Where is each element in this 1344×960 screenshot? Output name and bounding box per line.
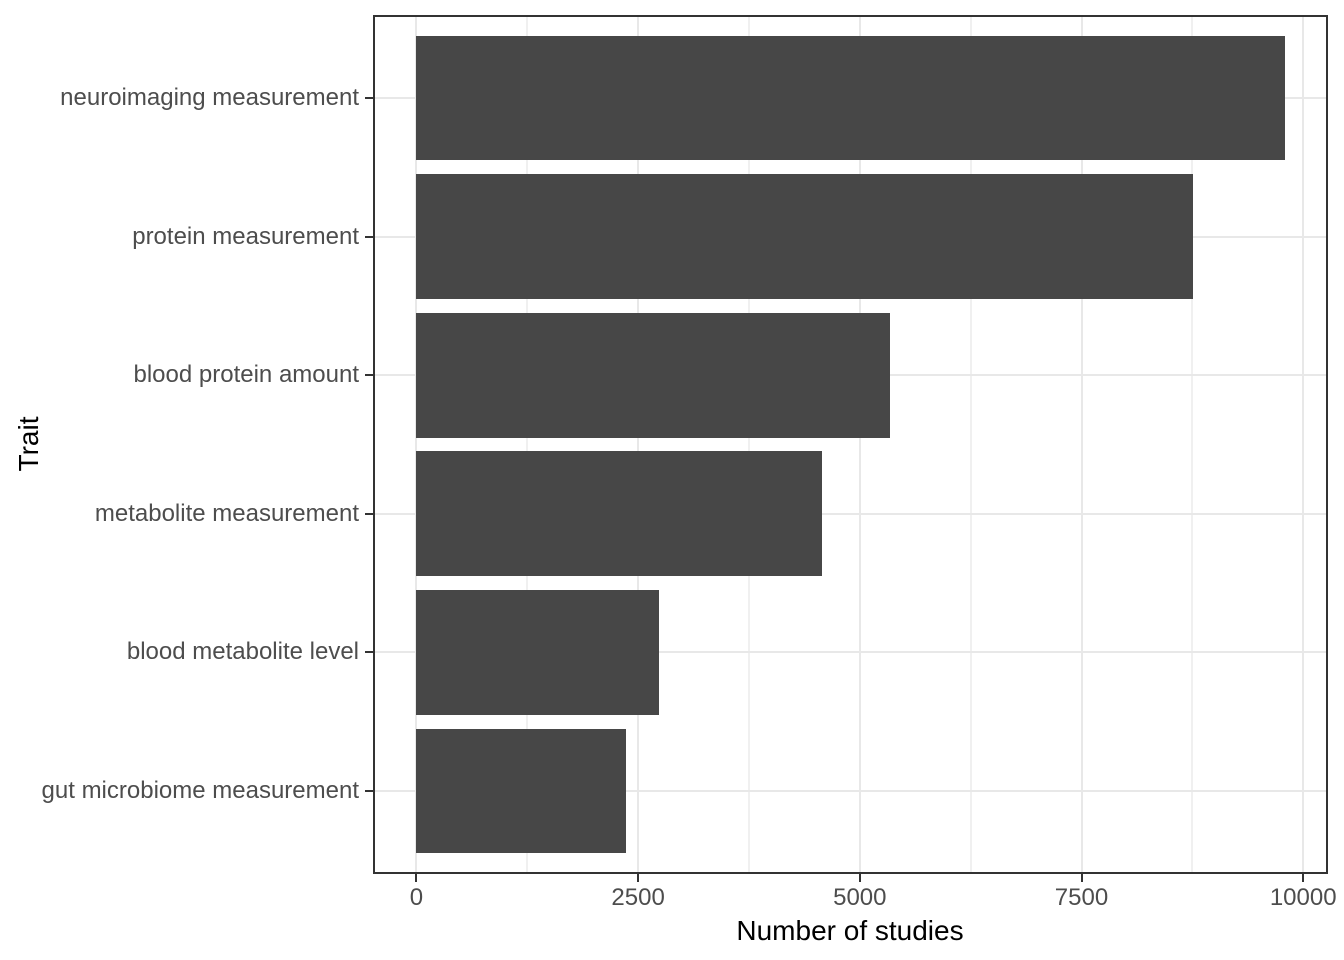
x-axis-tick bbox=[637, 874, 640, 882]
category-label: blood protein amount bbox=[133, 361, 360, 389]
bar bbox=[416, 451, 823, 577]
y-axis-tick bbox=[365, 512, 373, 515]
y-axis-tick bbox=[365, 97, 373, 100]
gridline-minor-vertical bbox=[526, 15, 529, 874]
category-label: blood metabolite level bbox=[126, 638, 359, 666]
x-axis-title: Number of studies bbox=[736, 915, 964, 946]
gridline-major-horizontal bbox=[373, 512, 1328, 515]
bar bbox=[416, 728, 626, 854]
x-tick-label: 10000 bbox=[1269, 884, 1337, 911]
x-axis-tick bbox=[1302, 874, 1305, 882]
y-axis-tick bbox=[365, 235, 373, 238]
bar bbox=[416, 35, 1285, 161]
x-tick-label: 7500 bbox=[1054, 884, 1109, 911]
category-label: neuroimaging measurement bbox=[60, 84, 359, 112]
gridline-major-vertical bbox=[1302, 15, 1305, 874]
x-tick-label: 0 bbox=[409, 884, 424, 911]
y-axis-tick bbox=[365, 374, 373, 377]
x-axis-tick bbox=[1080, 874, 1083, 882]
gridline-major-vertical bbox=[1080, 15, 1083, 874]
category-label: gut microbiome measurement bbox=[41, 776, 359, 804]
y-axis-title: Trait bbox=[13, 416, 44, 472]
bar bbox=[416, 174, 1194, 300]
gridline-major-horizontal bbox=[373, 789, 1328, 792]
gridline-minor-vertical bbox=[747, 15, 750, 874]
bar bbox=[416, 589, 660, 715]
y-axis-tick bbox=[365, 651, 373, 654]
gridline-minor-vertical bbox=[969, 15, 972, 874]
gridline-major-vertical bbox=[637, 15, 640, 874]
gridline-major-horizontal bbox=[373, 651, 1328, 654]
category-label: metabolite measurement bbox=[94, 499, 359, 527]
y-axis-tick bbox=[365, 789, 373, 792]
category-label: protein measurement bbox=[132, 222, 359, 250]
x-tick-label: 5000 bbox=[833, 884, 887, 911]
x-tick-label: 2500 bbox=[611, 884, 665, 911]
x-axis-tick bbox=[415, 874, 418, 882]
gridline-minor-vertical bbox=[1191, 15, 1194, 874]
bar bbox=[416, 312, 890, 438]
x-axis-tick bbox=[858, 874, 861, 882]
gridline-major-vertical bbox=[415, 15, 418, 874]
gridline-major-vertical bbox=[858, 15, 861, 874]
